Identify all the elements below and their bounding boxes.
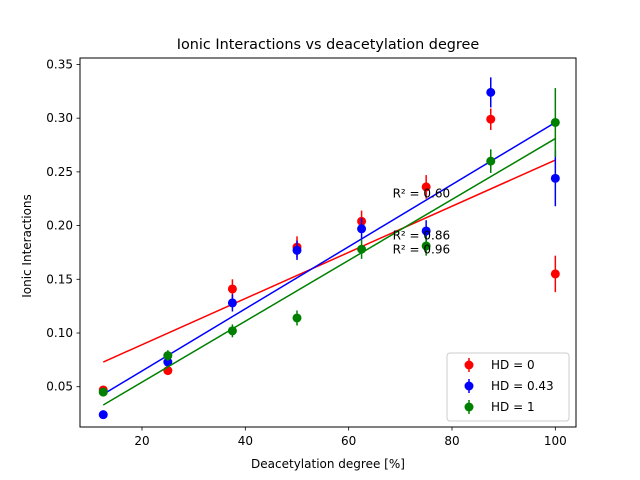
fit-line [102, 137, 556, 406]
legend-marker [464, 381, 474, 391]
data-point [421, 182, 431, 192]
y-tick-label: 0.05 [46, 380, 73, 394]
x-axis-label: Deacetylation degree [%] [251, 457, 405, 471]
x-tick-label: 20 [134, 434, 149, 448]
series-1 [98, 77, 560, 420]
legend-label: HD = 0 [491, 358, 535, 372]
data-point [357, 224, 367, 234]
axes-frame [79, 57, 577, 428]
y-axis-label: Ionic Interactions [20, 194, 34, 298]
data-point [550, 173, 560, 183]
series-2 [98, 88, 560, 406]
data-point [421, 241, 431, 251]
data-point [98, 387, 108, 397]
legend-box [446, 352, 570, 422]
legend-label: HD = 0.43 [491, 379, 554, 393]
y-tick-label: 0.25 [46, 165, 73, 179]
data-point [357, 244, 367, 254]
legend-swatch [464, 358, 474, 372]
data-point [227, 298, 237, 308]
data-point [550, 117, 560, 127]
data-point [421, 226, 431, 236]
r2-label: R² = 0.96 [393, 243, 451, 257]
legend: HD = 0 HD = 0.43 HD = 1 [446, 352, 570, 422]
legend-marker [464, 402, 474, 412]
x-tick-label: 80 [444, 434, 459, 448]
y-tick-label: 0.30 [46, 111, 73, 125]
legend-swatch [464, 400, 474, 414]
data-point [163, 357, 173, 367]
chart-title: Ionic Interactions vs deacetylation degr… [177, 37, 480, 53]
legend-label: HD = 1 [491, 400, 535, 414]
r2-label: R² = 0.86 [393, 229, 451, 243]
fit-line [102, 159, 556, 363]
legend-swatch [464, 379, 474, 393]
x-tick-label: 100 [544, 434, 567, 448]
x-tick-label: 60 [341, 434, 356, 448]
data-point [163, 351, 173, 361]
y-tick-label: 0.10 [46, 326, 73, 340]
y-tick-label: 0.20 [46, 219, 73, 233]
legend-marker [464, 360, 474, 370]
data-point [486, 156, 496, 166]
data-point [550, 269, 560, 279]
plot-marks [98, 77, 560, 420]
data-point [486, 87, 496, 97]
r2-label: R² = 0.60 [393, 187, 451, 201]
data-point [98, 410, 108, 420]
data-point [292, 245, 302, 255]
data-point [486, 114, 496, 124]
y-tick-label: 0.15 [46, 272, 73, 286]
data-point [227, 326, 237, 336]
y-tick-label: 0.35 [46, 57, 73, 71]
data-point [227, 284, 237, 294]
x-tick-label: 40 [238, 434, 253, 448]
fit-line [102, 121, 556, 395]
axis-ticks: 20 40 60 80 100 0.05 0.10 0.15 0.20 0.25 0.30 0.35 [46, 57, 567, 448]
data-point [292, 313, 302, 323]
